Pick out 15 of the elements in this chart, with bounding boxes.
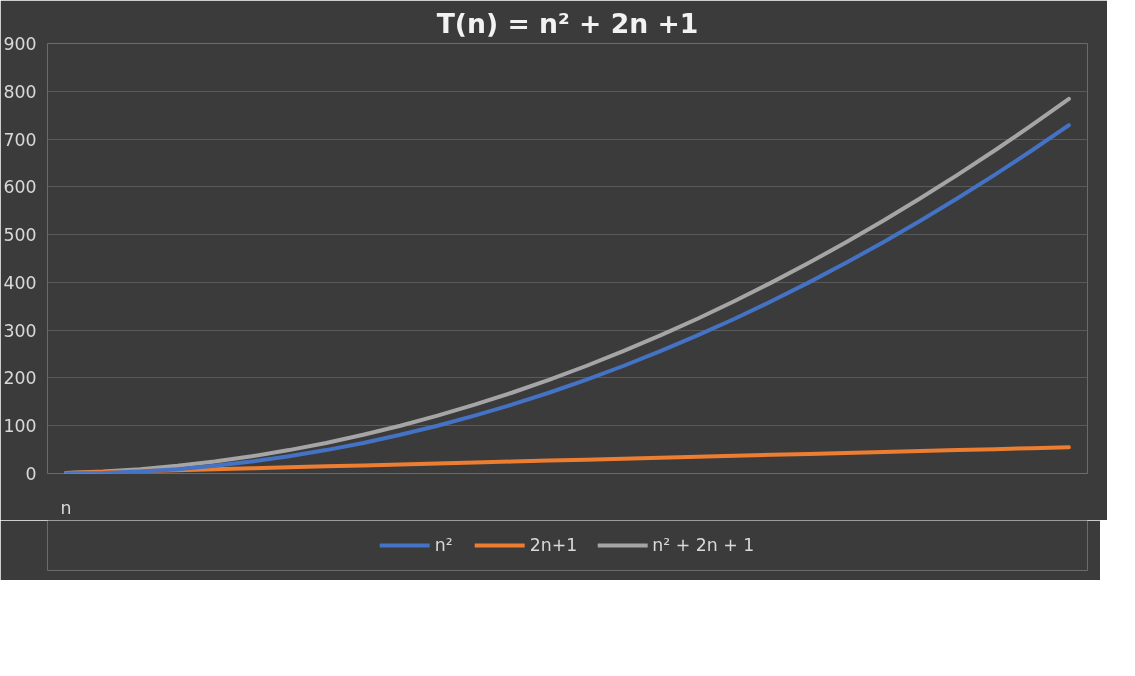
y-tick-label: 0: [25, 464, 37, 484]
chart-title: T(n) = n² + 2n +1: [436, 7, 699, 39]
y-tick-label: 600: [3, 177, 37, 198]
y-tick-label: 500: [3, 225, 37, 246]
legend-label: n²: [434, 535, 454, 555]
y-tick-label: 100: [3, 416, 37, 437]
legend-label: 2n+1: [529, 535, 578, 555]
y-tick-label: 900: [3, 34, 37, 54]
x-tick-label: n: [60, 497, 72, 518]
y-tick-label: 800: [3, 81, 37, 102]
y-tick-label: 300: [3, 320, 37, 341]
y-tick-label: 200: [3, 368, 37, 389]
legend-label: n² + 2n + 1: [652, 535, 755, 555]
y-tick-label: 400: [3, 272, 37, 293]
y-tick-label: 700: [3, 129, 37, 150]
